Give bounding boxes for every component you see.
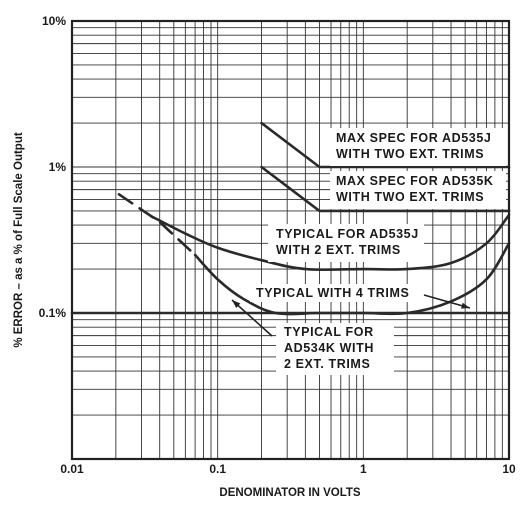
typical-ad535j-label-line: WITH 2 EXT. TRIMS xyxy=(276,243,401,257)
typical-ad535j-label-background xyxy=(268,224,424,262)
typical-ad534k-arrow xyxy=(231,299,273,337)
typical-4-trims-label-background xyxy=(250,284,428,302)
typical-ad534k-label-background xyxy=(276,323,394,375)
max-spec-ad535j-label-background xyxy=(330,128,506,166)
typical-4-trims-arrow-head xyxy=(461,302,470,309)
typical-ad534k-arrow-head xyxy=(232,300,241,308)
max-spec-ad535j-label-line: MAX SPEC FOR AD535J xyxy=(336,131,491,145)
max-spec-ad535k-label-line: WITH TWO EXT. TRIMS xyxy=(336,190,484,204)
plot-frame xyxy=(70,19,511,461)
typical-ad535j-line xyxy=(149,213,511,271)
max-spec-ad535k-label-background xyxy=(330,171,506,209)
max-spec-ad535k-label-line: MAX SPEC FOR AD535K xyxy=(336,174,494,188)
typical-ad534k-label-line: AD534K WITH xyxy=(284,341,374,355)
x-tick-label: 1 xyxy=(360,462,367,476)
curves xyxy=(70,121,511,316)
typical-ad534k-label-line: 2 EXT. TRIMS xyxy=(284,357,370,371)
x-axis-title: DENOMINATOR IN VOLTS xyxy=(219,487,361,499)
y-axis-title: % ERROR – as a % of Full Scale Output xyxy=(13,132,25,348)
y-tick-label: 10% xyxy=(42,14,66,28)
typical-4-trims-label-line: TYPICAL WITH 4 TRIMS xyxy=(256,286,409,300)
max-spec-ad535j-label-line: WITH TWO EXT. TRIMS xyxy=(336,147,484,161)
tick-labels: 0.01 0.1 1 10 10% 1% 0.1% xyxy=(39,14,516,476)
typical-ad534k-line-dashed xyxy=(117,193,197,257)
x-tick-label: 0.01 xyxy=(60,462,84,476)
x-tick-label: 10 xyxy=(502,462,516,476)
max-spec-ad535k-line xyxy=(260,165,511,213)
x-tick-label: 0.1 xyxy=(209,462,226,476)
y-tick-label: 0.1% xyxy=(39,306,67,320)
y-tick-label: 1% xyxy=(49,160,67,174)
typical-ad534k-label-line: TYPICAL FOR xyxy=(284,325,374,339)
annotations: MAX SPEC FOR AD535J WITH TWO EXT. TRIMS MA… xyxy=(231,128,506,375)
typical-ad534k-line xyxy=(193,242,511,316)
max-spec-ad535j-line xyxy=(260,121,511,169)
typical-ad535j-label-line: TYPICAL FOR AD535J xyxy=(276,227,419,241)
